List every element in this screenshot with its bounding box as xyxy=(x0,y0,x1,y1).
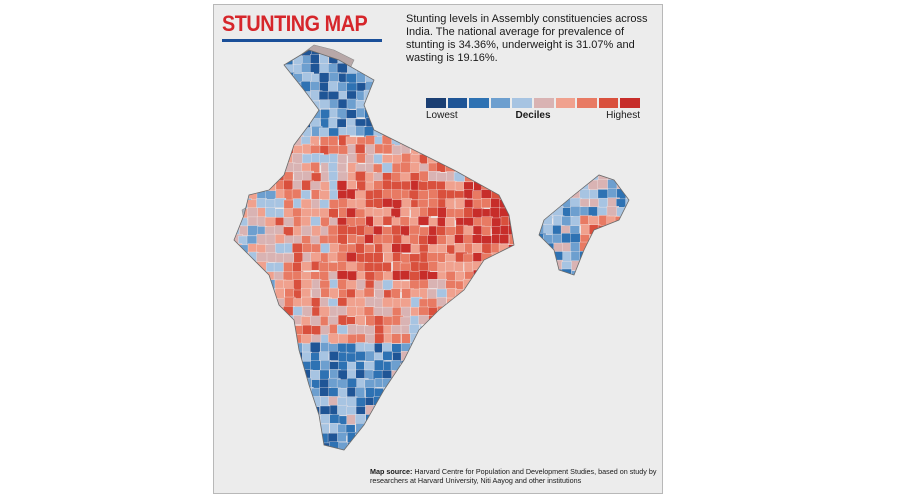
legend-swatch-10 xyxy=(620,98,640,108)
legend-swatch-3 xyxy=(469,98,489,108)
decile-legend: Lowest Deciles Highest xyxy=(426,98,640,124)
map-source-note: Map source: Harvard Centre for Populatio… xyxy=(370,467,660,485)
northeast-outline xyxy=(538,174,630,276)
map-subtitle: Stunting levels in Assembly constituenci… xyxy=(406,13,648,64)
source-label: Map source: xyxy=(370,467,413,476)
legend-swatch-7 xyxy=(555,98,576,108)
legend-swatch-6 xyxy=(533,98,554,108)
legend-swatch-8 xyxy=(577,98,597,108)
title-underline xyxy=(222,39,382,42)
legend-swatch-9 xyxy=(598,98,619,108)
legend-deciles-label: Deciles xyxy=(515,110,551,121)
northeast-constituencies xyxy=(539,175,629,275)
source-text: Harvard Centre for Population and Develo… xyxy=(370,467,657,485)
legend-lowest-label: Lowest xyxy=(426,110,458,121)
map-title: STUNTING MAP xyxy=(222,11,368,36)
legend-swatch-2 xyxy=(447,98,468,108)
map-card: STUNTING MAP Stunting levels in Assembly… xyxy=(213,4,663,494)
india-stunting-map xyxy=(233,44,630,451)
legend-swatch-5 xyxy=(512,98,532,108)
legend-color-scale xyxy=(426,98,640,108)
legend-swatch-1 xyxy=(426,98,446,108)
legend-swatch-4 xyxy=(490,98,511,108)
legend-highest-label: Highest xyxy=(606,110,640,121)
mainland-outline xyxy=(233,49,515,451)
